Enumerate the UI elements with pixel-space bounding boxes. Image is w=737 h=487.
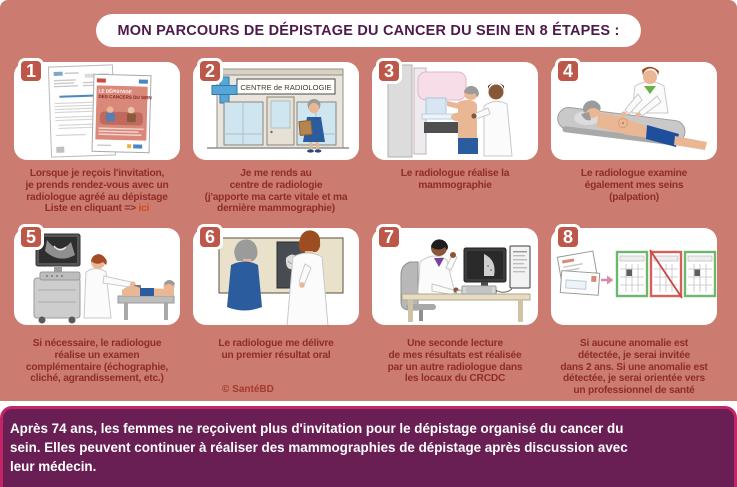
step-8-number-badge: 8: [555, 224, 581, 250]
footer-text: Après 74 ans, les femmes ne reçoivent pl…: [10, 421, 628, 475]
step-1-number-badge: 1: [18, 58, 44, 84]
invitation-letter-and-leaflet-illustration: LE DÉPISTAGE DES CANCERS DU SEIN: [47, 64, 153, 158]
step-5-caption: Si nécessaire, le radiologue réalise un …: [25, 338, 169, 385]
step-7-card: [372, 228, 538, 325]
step-7-number-badge: 7: [376, 224, 402, 250]
page-title-text: MON PARCOURS DE DÉPISTAGE DU CANCER DU S…: [117, 22, 620, 39]
step-3-number-badge: 3: [376, 58, 402, 84]
footer-banner: Après 74 ans, les femmes ne reçoivent pl…: [0, 406, 737, 487]
step-2-caption: Je me rends au centre de radiologie (j'a…: [204, 168, 348, 215]
santebd-attribution: © SantéBD: [222, 384, 274, 395]
step-4-caption: Le radiologue examine également mes sein…: [580, 168, 688, 203]
step-7-caption: Une seconde lecture de mes résultats est…: [387, 338, 523, 385]
step-3-caption: Le radiologue réalise la mammographie: [400, 168, 510, 191]
step-1-ici-link[interactable]: ici: [138, 203, 150, 215]
radiology-sign-text: CENTRE de RADIOLOGIE: [240, 83, 331, 92]
second-reading-at-computer-illustration: [400, 239, 531, 322]
leaflet-title-line2: DES CANCERS DU SEIN: [98, 94, 152, 100]
breast-palpation-exam-illustration: [557, 66, 707, 150]
leaflet-title-line1: LE DÉPISTAGE: [99, 86, 133, 94]
step-2-number-badge: 2: [197, 58, 223, 84]
step-1-caption: Lorsque je reçois l'invitation, je prend…: [25, 168, 169, 215]
doctor-showing-xray-result-illustration: [218, 230, 344, 325]
step-8-caption: Si aucune anomalie est détectée, je sera…: [560, 338, 708, 397]
step-2-card: CENTRE de RADIOLOGIE: [193, 62, 359, 160]
step-6-caption: Le radiologue me délivre un premier résu…: [218, 338, 334, 361]
ultrasound-complementary-exam-illustration: [33, 233, 175, 324]
envelope-and-calendars-illustration: [556, 249, 717, 299]
step-4-number-badge: 4: [555, 58, 581, 84]
step-6-number-badge: 6: [197, 224, 223, 250]
step-5-number-badge: 5: [18, 224, 44, 250]
page-title: MON PARCOURS DE DÉPISTAGE DU CANCER DU S…: [96, 14, 641, 47]
radiology-center-storefront-illustration: CENTRE de RADIOLOGIE: [207, 68, 349, 153]
